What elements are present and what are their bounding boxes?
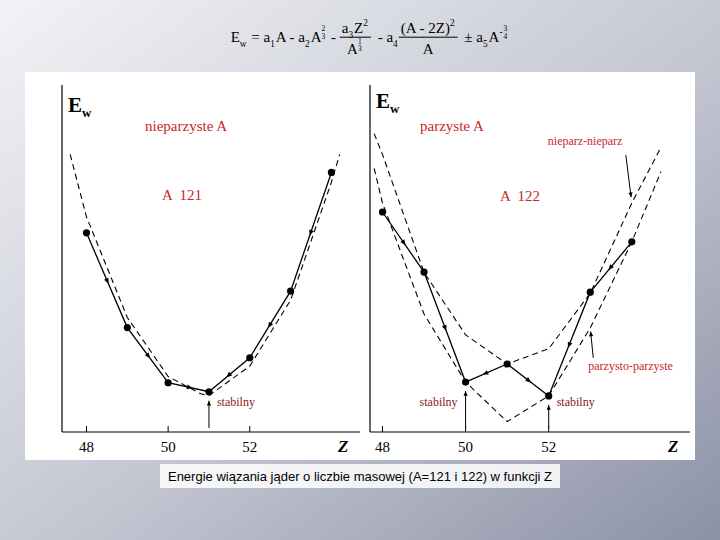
data-line bbox=[86, 172, 331, 391]
curve-label: nieparz-nieparz bbox=[548, 134, 623, 148]
direction-arrow bbox=[483, 370, 489, 374]
dashed-curve bbox=[374, 134, 661, 364]
caption-background bbox=[160, 464, 560, 488]
formula-superscript: - bbox=[499, 27, 502, 37]
fraction-bar bbox=[340, 37, 371, 38]
caption-text: Energie wiązania jąder o liczbie masowej… bbox=[168, 469, 552, 484]
x-tick bbox=[382, 426, 383, 432]
direction-arrow bbox=[608, 264, 613, 270]
y-axis-label-sub: w bbox=[82, 105, 92, 120]
formula-text: - a bbox=[374, 29, 393, 45]
formula-text: A bbox=[423, 41, 434, 57]
annotation: stabilny bbox=[217, 395, 255, 409]
x-tick bbox=[86, 426, 87, 432]
direction-arrow bbox=[226, 372, 232, 377]
formula-superscript: 2 bbox=[363, 18, 368, 28]
chart-title: nieparzyste A bbox=[145, 118, 227, 134]
formula-exponent-den: 4 bbox=[504, 32, 508, 41]
data-point bbox=[165, 379, 172, 386]
direction-arrow bbox=[268, 322, 273, 328]
x-tick-label: 50 bbox=[161, 439, 176, 455]
caption: Energie wiązania jąder o liczbie masowej… bbox=[160, 464, 560, 488]
formula-text: A bbox=[489, 29, 500, 45]
chart: 48 50 52 Ew Znieparzyste A A 121 stabilny bbox=[62, 85, 360, 456]
x-axis bbox=[62, 431, 360, 432]
formula-subscript: 4 bbox=[393, 39, 398, 49]
stable-arrowhead bbox=[463, 391, 467, 396]
formula-superscript: 2 bbox=[450, 18, 455, 28]
x-axis-label: Z bbox=[667, 437, 678, 456]
chart-subtitle: A 122 bbox=[500, 188, 540, 204]
data-point bbox=[420, 268, 427, 275]
direction-arrow bbox=[525, 377, 531, 382]
formula-text: A bbox=[311, 29, 322, 45]
formula-exponent-den: 3 bbox=[358, 44, 362, 53]
fraction-denominator: A bbox=[423, 41, 434, 57]
curve-label-arrowhead bbox=[589, 332, 593, 337]
curve-label-arrow bbox=[626, 155, 631, 197]
x-tick-label: 52 bbox=[242, 439, 257, 455]
plot-data bbox=[70, 154, 339, 395]
y-axis-label: Ew bbox=[68, 93, 92, 120]
direction-arrow bbox=[442, 325, 447, 331]
formula-exponent-den: 3 bbox=[322, 32, 326, 41]
formula-subscript: 2 bbox=[305, 39, 310, 49]
page-body: {"formula": {"parts": [ {"text": "E"}, {… bbox=[0, 0, 720, 540]
direction-arrow bbox=[145, 352, 150, 358]
fraction-numerator: (A - 2Z)2 bbox=[401, 18, 455, 37]
figure-panel bbox=[25, 72, 695, 460]
fraction-bar bbox=[399, 37, 458, 38]
x-tick bbox=[168, 426, 169, 432]
stable-arrow bbox=[465, 391, 466, 428]
stable-arrowhead bbox=[207, 401, 211, 406]
direction-arrow bbox=[104, 278, 108, 284]
y-axis bbox=[369, 85, 370, 432]
dashed-curve bbox=[374, 168, 661, 421]
chart-subtitle: A 121 bbox=[162, 187, 202, 203]
formula-text: A bbox=[347, 41, 358, 57]
chart-title: parzyste A bbox=[420, 118, 484, 134]
curve-label-arrowhead bbox=[628, 192, 632, 197]
formula-subscript: 5 bbox=[483, 39, 488, 49]
stable-arrowhead bbox=[547, 405, 551, 410]
direction-arrow bbox=[309, 229, 314, 235]
fraction-numerator: a3Z2 bbox=[342, 18, 369, 39]
formula-subscript: w bbox=[240, 39, 247, 49]
annotation: stabilny bbox=[420, 395, 458, 409]
formula: Ew = a1A - a2A23 - a3Z2A13 - a4(A - 2Z)2… bbox=[231, 18, 508, 57]
x-tick-label: 50 bbox=[458, 439, 473, 455]
formula-text: = a bbox=[248, 29, 271, 45]
formula-text: ± a bbox=[461, 29, 484, 45]
plot-data bbox=[374, 134, 661, 422]
y-axis bbox=[61, 85, 62, 432]
x-axis bbox=[370, 431, 690, 432]
fraction-denominator: A13 bbox=[347, 37, 362, 58]
background bbox=[0, 0, 720, 540]
formula-text: E bbox=[231, 29, 240, 45]
formula-text: - bbox=[327, 29, 340, 45]
curve-label: parzysto-parzyste bbox=[588, 359, 673, 373]
chart: 48 50 52 Ew Zparzyste A A 122 nieparz-nieparz p… bbox=[370, 85, 690, 456]
x-tick-label: 48 bbox=[79, 439, 94, 455]
x-axis-label: Z bbox=[337, 437, 348, 456]
formula-text: A - a bbox=[276, 29, 306, 45]
y-axis-label: Ew bbox=[376, 89, 400, 116]
direction-arrow bbox=[568, 342, 573, 348]
data-point bbox=[83, 229, 90, 236]
formula-text: Z bbox=[354, 20, 363, 36]
data-point bbox=[124, 324, 131, 331]
annotation: stabilny bbox=[557, 395, 595, 409]
direction-arrow bbox=[400, 239, 405, 245]
y-axis-label-sub: w bbox=[390, 101, 400, 116]
data-point bbox=[246, 354, 253, 361]
formula-subscript: 1 bbox=[270, 39, 275, 49]
formula-subscript: 3 bbox=[348, 30, 353, 40]
page: Ew = a1A - a2A23 - a3Z2A13 - a4(A - 2Z)2… bbox=[0, 0, 720, 540]
data-point bbox=[587, 289, 594, 296]
x-tick bbox=[249, 426, 250, 432]
dashed-curve bbox=[70, 154, 339, 395]
x-tick-label: 48 bbox=[375, 439, 390, 455]
x-tick-label: 52 bbox=[541, 439, 556, 455]
formula-text: (A - 2Z) bbox=[401, 20, 450, 37]
